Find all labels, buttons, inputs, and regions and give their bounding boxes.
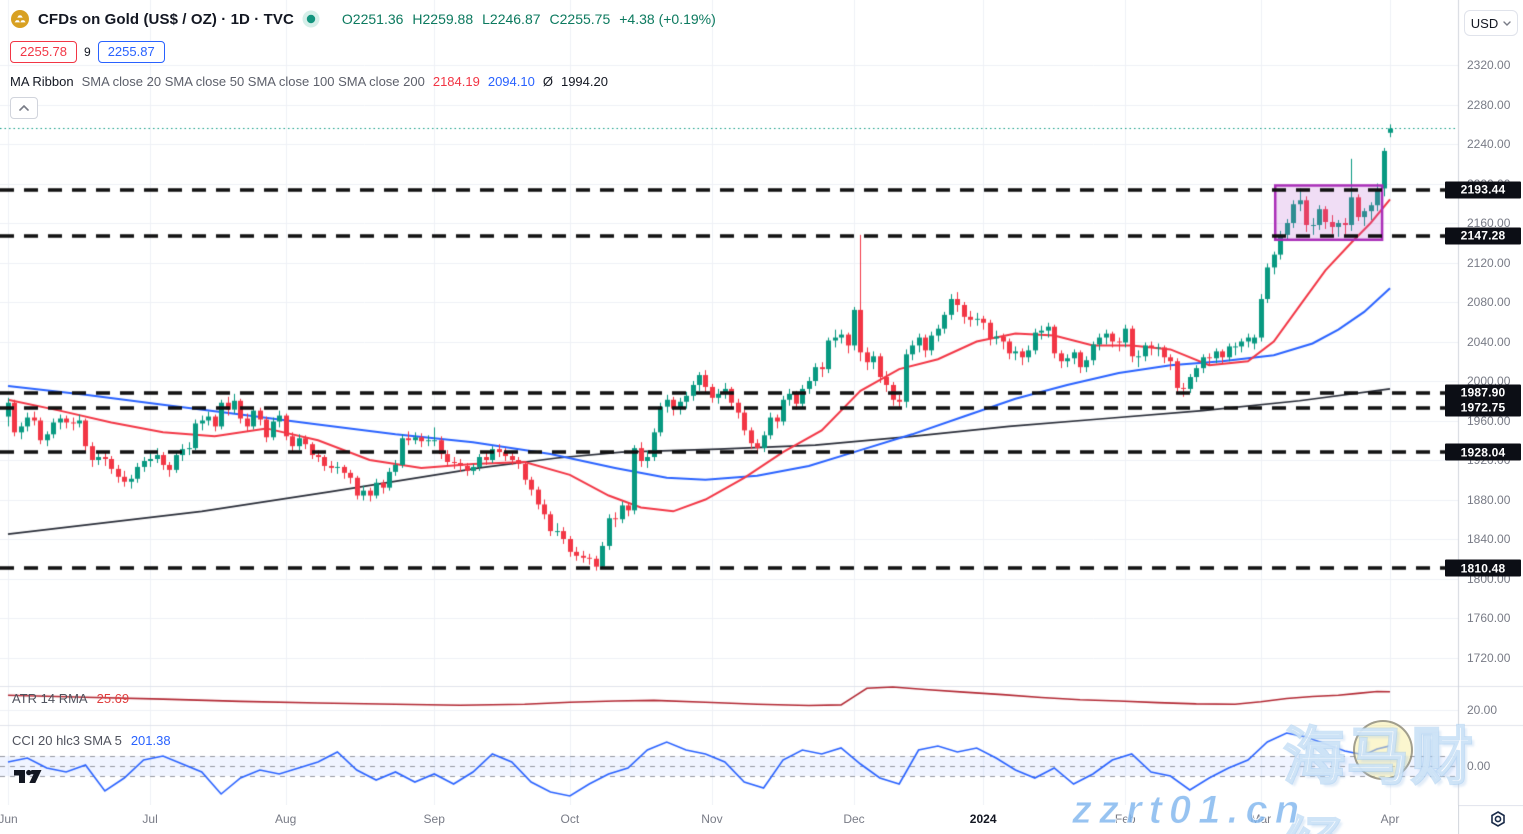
avg-symbol: Ø xyxy=(542,73,553,89)
time-tick: Dec xyxy=(843,812,865,826)
tradingview-logo[interactable] xyxy=(14,768,44,790)
sma50-value: 2094.10 xyxy=(487,73,535,89)
axis-settings-gear-icon[interactable] xyxy=(1487,809,1509,834)
time-tick: Mar xyxy=(1250,812,1272,826)
close-value: C2255.75 xyxy=(549,11,611,27)
cci-legend[interactable]: CCI 20 hlc3 SMA 5 201.38 xyxy=(12,733,171,748)
cci-value: 201.38 xyxy=(130,733,171,748)
price-tick: 2320.00 xyxy=(1467,58,1511,72)
spread-value: 9 xyxy=(84,45,91,59)
atr-label: ATR 14 RMA xyxy=(12,691,88,706)
time-tick: Oct xyxy=(560,812,580,826)
currency-dropdown[interactable]: USD xyxy=(1464,10,1518,36)
time-tick: Nov xyxy=(701,812,723,826)
price-tick: 1840.00 xyxy=(1467,532,1511,546)
price-tick: 2280.00 xyxy=(1467,97,1511,112)
ma-ribbon-legend[interactable]: MA Ribbon SMA close 20 SMA close 50 SMA … xyxy=(10,73,716,89)
price-axis[interactable]: USD 2320.002280.002240.002200.002160.002… xyxy=(1445,0,1523,834)
price-tick: 1760.00 xyxy=(1467,611,1511,625)
price-tick: 1960.00 xyxy=(1467,413,1511,428)
atr-axis-tick: 20.00 xyxy=(1467,703,1498,717)
cci-axis-tick: 0.00 xyxy=(1467,759,1491,773)
market-status-icon[interactable] xyxy=(302,10,320,28)
time-axis[interactable]: Jun Jul Aug Sep Oct Nov Dec 2024 Feb Mar Apr xyxy=(0,805,1458,834)
atr-legend[interactable]: ATR 14 RMA 25.69 xyxy=(12,691,129,706)
level-price-label: 2193.44 xyxy=(1445,181,1521,199)
chevron-up-icon xyxy=(19,105,29,111)
chevron-down-icon xyxy=(1503,20,1511,26)
price-tick: 1880.00 xyxy=(1467,492,1511,507)
time-tick: 2024 xyxy=(969,812,997,826)
ask-price-button[interactable]: 2255.87 xyxy=(97,41,165,63)
currency-label: USD xyxy=(1470,15,1499,31)
gold-symbol-icon xyxy=(10,9,30,29)
price-tick: 2080.00 xyxy=(1467,295,1511,309)
sma-avg-value: 1994.20 xyxy=(560,73,608,89)
time-tick: Feb xyxy=(1114,812,1136,826)
time-tick: Jun xyxy=(0,812,18,826)
ohlc-readout: O2251.36 H2259.88 L2246.87 C2255.75 +4.3… xyxy=(342,11,716,27)
level-price-label: 1987.90 xyxy=(1445,384,1521,402)
ma-ribbon-params: SMA close 20 SMA close 50 SMA close 100 … xyxy=(81,73,425,89)
cci-label: CCI 20 hlc3 SMA 5 xyxy=(12,733,122,748)
price-tick: 2120.00 xyxy=(1467,255,1511,270)
low-value: L2246.87 xyxy=(482,11,541,27)
ma-ribbon-title: MA Ribbon xyxy=(10,73,74,89)
level-price-label: 1972.75 xyxy=(1445,399,1521,417)
high-value: H2259.88 xyxy=(412,11,474,27)
level-price-label: 1928.04 xyxy=(1445,443,1521,461)
chart-legend: CFDs on Gold (US$ / OZ) · 1D · TVC O2251… xyxy=(10,6,716,119)
bid-price-button[interactable]: 2255.78 xyxy=(10,41,77,63)
price-tick: 2160.00 xyxy=(1467,216,1511,230)
time-tick: Aug xyxy=(275,812,297,826)
time-tick: Apr xyxy=(1380,812,1400,826)
level-price-label: 1810.48 xyxy=(1445,559,1521,577)
time-tick: Sep xyxy=(423,812,445,826)
level-price-label: 2147.28 xyxy=(1445,227,1521,245)
open-value: O2251.36 xyxy=(341,11,404,27)
sma20-value: 2184.19 xyxy=(432,73,480,89)
time-tick: Jul xyxy=(142,812,158,826)
collapse-legend-button[interactable] xyxy=(10,97,38,119)
price-tick: 2040.00 xyxy=(1467,334,1511,349)
price-tick: 1720.00 xyxy=(1467,650,1511,665)
change-value: +4.38 (+0.19%) xyxy=(619,11,716,27)
price-tick: 2240.00 xyxy=(1467,137,1511,151)
atr-value: 25.69 xyxy=(96,691,130,706)
symbol-title[interactable]: CFDs on Gold (US$ / OZ) · 1D · TVC xyxy=(38,10,294,28)
